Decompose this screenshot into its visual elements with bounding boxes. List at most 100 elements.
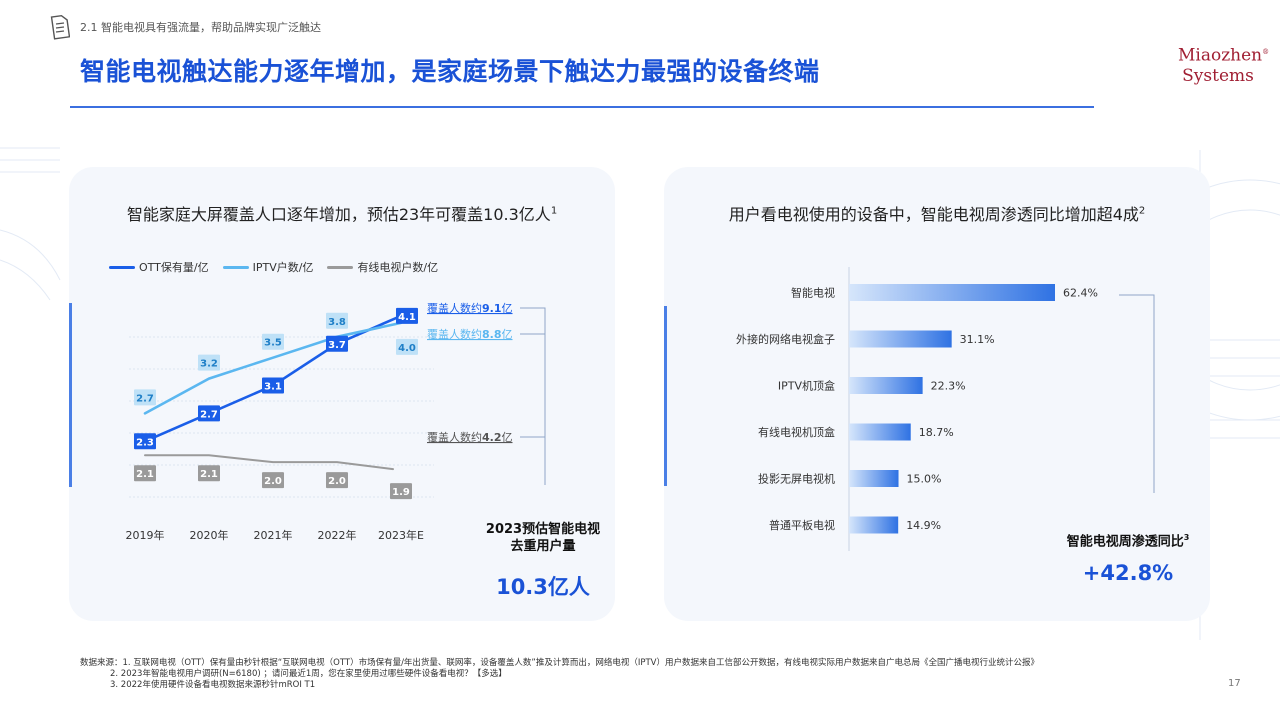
x-tick-label: 2021年 <box>254 528 293 542</box>
bracket-line <box>1119 294 1155 493</box>
left-panel-title-text: 智能家庭大屏覆盖人口逐年增加，预估23年可覆盖10.3亿人 <box>126 205 551 224</box>
title-divider <box>70 106 1094 108</box>
bar-chart: 智能电视 62.4% 外接的网络电视盒子 31.1% IPTV机顶盒 22.3% 有线电视机… <box>736 267 1155 551</box>
data-label-cable: 1.9 <box>392 487 410 498</box>
bar-value-label: 18.7% <box>919 426 954 439</box>
data-label-box-cable <box>326 472 348 489</box>
bar-category-label: 外接的网络电视盒子 <box>736 332 835 346</box>
bar <box>849 284 1055 301</box>
logo-mark: ® <box>1262 48 1270 56</box>
bracket-line <box>520 307 546 438</box>
data-label-iptv: 3.5 <box>264 338 282 349</box>
data-label-box-iptv <box>198 354 220 371</box>
coverage-prefix: 覆盖人数约 <box>427 327 482 341</box>
data-label-ott: 2.3 <box>136 437 154 448</box>
left-kpi-label: 2023预估智能电视 去重用户量 <box>473 521 613 555</box>
bar-value-label: 31.1% <box>960 333 995 346</box>
left-kpi-value: 10.3亿人 <box>496 575 590 599</box>
data-label-ott: 3.1 <box>264 382 282 393</box>
data-label-box-ott <box>326 335 348 352</box>
coverage-prefix: 覆盖人数约 <box>427 430 482 444</box>
data-label-box-cable <box>134 465 156 482</box>
bar-category-label: 有线电视机顶盒 <box>758 425 835 439</box>
line-chart: 2019年 2020年 2021年 2022年 2023年E 2.3 2.7 3.1 3.7 4.… <box>126 301 546 542</box>
data-label-ott: 2.7 <box>200 409 218 420</box>
bar-value-label: 14.9% <box>906 519 941 532</box>
bar-category-label: 普通平板电视 <box>769 518 835 532</box>
data-label-cable: 2.1 <box>200 469 218 480</box>
bar-value-label: 22.3% <box>931 380 966 393</box>
x-tick-label: 2023年E <box>378 528 424 542</box>
coverage-annotation-iptv: 覆盖人数约8.8亿 <box>427 327 513 341</box>
legend-item-cable: 有线电视户数/亿 <box>327 259 438 275</box>
left-panel-title: 智能家庭大屏覆盖人口逐年增加，预估23年可覆盖10.3亿人1 <box>69 201 615 225</box>
right-panel-title: 用户看电视使用的设备中，智能电视周渗透同比增加超4成2 <box>664 201 1210 225</box>
data-label-cable: 2.0 <box>328 476 346 487</box>
company-logo: Miaozhen® Systems <box>1178 42 1269 86</box>
data-label-box-iptv <box>262 333 284 350</box>
bar-category-label: 投影无屏电视机 <box>758 472 835 486</box>
bar <box>849 330 952 348</box>
coverage-prefix: 覆盖人数约 <box>427 301 482 315</box>
coverage-unit: 亿 <box>502 328 513 341</box>
coverage-annotation-ott: 覆盖人数约9.1亿 <box>427 301 513 315</box>
data-label-iptv: 3.8 <box>328 317 346 328</box>
bar-category-label: 智能电视 <box>791 286 835 300</box>
right-kpi-label-text: 智能电视周渗透同比 <box>1066 534 1184 550</box>
right-kpi-sup: 3 <box>1183 533 1190 542</box>
legend-item-ott: OTT保有量/亿 <box>109 259 209 275</box>
section-header: 2.1 智能电视具有强流量，帮助品牌实现广泛触达 <box>50 14 321 40</box>
legend-label-cable: 有线电视户数/亿 <box>357 261 439 274</box>
data-label-iptv: 4.0 <box>398 343 416 354</box>
line-chart-legend: OTT保有量/亿 IPTV户数/亿 有线电视户数/亿 <box>109 259 452 275</box>
bar <box>849 470 899 487</box>
page-number: 17 <box>1228 678 1241 689</box>
legend-swatch-ott <box>109 265 135 269</box>
legend-swatch-cable <box>327 265 354 269</box>
data-label-box-cable <box>198 465 220 482</box>
document-icon <box>50 14 70 40</box>
data-label-box-cable <box>390 483 412 500</box>
bar-value-label: 15.0% <box>907 473 942 486</box>
bar-category-label: IPTV机顶盒 <box>778 379 835 393</box>
footer-sources: 数据来源：1. 互联网电视（OTT）保有量由秒针根据“互联网电视（OTT）市场保… <box>80 658 1039 691</box>
logo-line2: Systems <box>1182 65 1254 86</box>
footer-line3: 3. 2022年使用硬件设备看电视数据来源秒针mROI T1 <box>110 680 316 690</box>
bar <box>849 377 923 394</box>
right-panel-title-sup: 2 <box>1138 205 1146 217</box>
page-title: 智能电视触达能力逐年增加，是家庭场景下触达力最强的设备终端 <box>80 57 820 86</box>
legend-label-iptv: IPTV户数/亿 <box>252 261 314 274</box>
footer-line1: 数据来源：1. 互联网电视（OTT）保有量由秒针根据“互联网电视（OTT）市场保… <box>80 658 1039 668</box>
data-label-box-ott <box>396 307 418 324</box>
x-tick-label: 2019年 <box>126 528 165 542</box>
coverage-value: 4.2 <box>482 431 502 444</box>
bar <box>849 516 899 534</box>
right-panel-side-mark <box>664 306 667 486</box>
data-label-cable: 2.1 <box>136 469 154 480</box>
series-line-cable <box>144 454 394 471</box>
x-tick-label: 2020年 <box>190 528 229 542</box>
data-label-ott: 4.1 <box>398 312 416 323</box>
data-label-ott: 3.7 <box>328 340 346 351</box>
data-label-box-iptv <box>134 389 156 406</box>
bar <box>849 423 911 441</box>
x-tick-label: 2022年 <box>318 528 357 542</box>
data-label-box-ott <box>262 377 284 394</box>
left-panel-title-sup: 1 <box>550 205 558 217</box>
coverage-value: 8.8 <box>482 328 502 341</box>
data-label-iptv: 3.2 <box>200 359 218 370</box>
footer-line2: 2. 2023年智能电视用户调研(N=6180) ；请问最近1周，您在家里使用过… <box>110 669 507 679</box>
legend-swatch-iptv <box>222 265 249 269</box>
data-label-iptv: 2.7 <box>136 393 154 404</box>
bar-value-label: 62.4% <box>1063 287 1098 300</box>
left-panel-side-mark <box>69 303 72 487</box>
right-kpi-value: +42.8% <box>1082 561 1174 585</box>
section-label: 2.1 智能电视具有强流量，帮助品牌实现广泛触达 <box>80 21 321 34</box>
coverage-value: 9.1 <box>482 302 502 315</box>
logo-line1: Miaozhen <box>1178 45 1263 66</box>
coverage-unit: 亿 <box>502 431 513 444</box>
coverage-unit: 亿 <box>502 302 513 315</box>
coverage-annotation-cable: 覆盖人数约4.2亿 <box>427 430 513 444</box>
data-label-cable: 2.0 <box>264 476 282 487</box>
data-label-box-iptv <box>326 312 348 329</box>
